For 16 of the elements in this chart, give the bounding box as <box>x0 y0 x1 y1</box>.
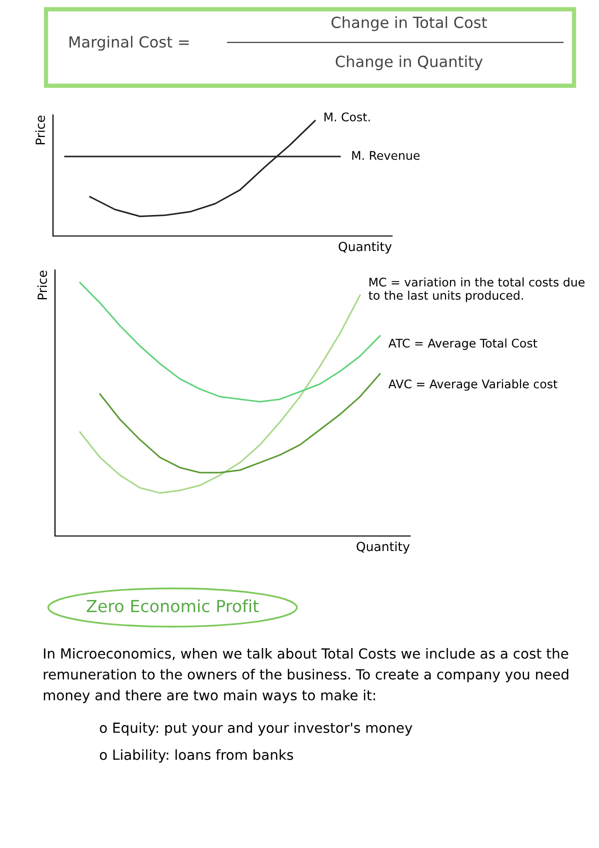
x-axis-title: Quantity <box>356 542 410 554</box>
y-axis-title: Price <box>37 270 48 300</box>
text: o Liability: loans from banks <box>100 749 294 763</box>
y-axis-title: Price <box>35 116 46 144</box>
text: Change in Quantity <box>336 55 483 70</box>
x-axis-title: Quantity <box>338 242 392 254</box>
text: In Microeconomics, when we talk about Total Costs we include as a cost the remuneration to the owners of the business. To create a company you need money and there are two main ways to make it: <box>44 648 568 704</box>
series-label: M. Cost. <box>324 112 370 122</box>
series-label: AVC = Average Variable cost <box>388 379 558 391</box>
text: Change in Total Cost <box>332 16 487 32</box>
text: Zero Economic Profit <box>86 599 259 612</box>
series-label: MC = variation in the total costs due to the last units produced. <box>368 277 585 302</box>
text: o Equity: put your and your investor's money <box>100 722 412 736</box>
series-label: M. Revenue <box>352 151 420 160</box>
series-label: ATC = Average Total Cost <box>388 338 538 350</box>
text: Marginal Cost = <box>70 36 189 51</box>
